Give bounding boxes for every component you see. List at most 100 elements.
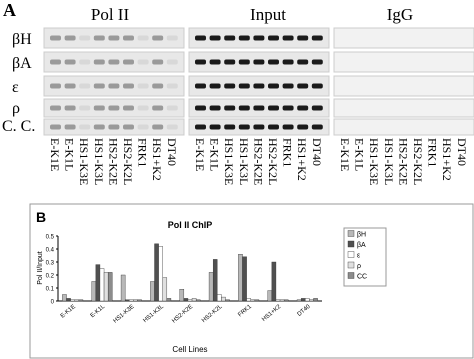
gel-band [253, 35, 265, 41]
legend-swatch [347, 251, 355, 258]
gel-band [311, 83, 323, 89]
chart-title: Pol II ChIP [168, 220, 213, 230]
gel-band [282, 35, 294, 41]
bar [124, 299, 130, 302]
gel-lane-strip [333, 51, 474, 73]
gel-band [311, 35, 323, 41]
gel-band [123, 35, 134, 41]
gel-band [93, 105, 105, 111]
panel-header: Pol II [91, 5, 130, 24]
y-tick-label: 0.3 [46, 261, 55, 267]
lane-label: HS2-K2L [121, 138, 135, 185]
lane-label: HS2-K2L [266, 138, 280, 185]
y-tick-label: 0 [51, 300, 55, 306]
y-tick-label: 0.2 [46, 274, 55, 280]
gel-band [297, 35, 309, 41]
lane-label: HS2-K2E [106, 138, 120, 185]
lane-label: HS1-K3L [382, 138, 396, 185]
gel-band [93, 124, 105, 130]
bar [212, 259, 218, 302]
panel-header: Input [250, 5, 286, 24]
gel-band [123, 83, 134, 89]
gel-band [166, 83, 178, 89]
bar [275, 299, 281, 302]
bar [271, 261, 277, 302]
y-tick-label: 0.5 [46, 235, 55, 241]
bar [91, 281, 97, 302]
gel-band [238, 59, 250, 65]
gel-band [268, 124, 279, 130]
gel-lane-strip [333, 118, 474, 136]
gel-band [238, 124, 250, 130]
gel-band [152, 124, 164, 130]
gel-band [108, 124, 120, 130]
gel-band [195, 35, 206, 41]
gel-band [137, 124, 149, 130]
lane-label: DT40 [455, 138, 469, 166]
gel-band [195, 105, 206, 111]
gel-band [137, 35, 149, 41]
legend-label: βH [357, 232, 366, 239]
gel-band [311, 124, 323, 130]
bar [166, 298, 172, 302]
gel-band [64, 105, 76, 111]
gel-band [50, 83, 61, 89]
lane-label: E-K1E [193, 138, 207, 171]
bar [191, 298, 197, 302]
gel-band [238, 83, 250, 89]
gel-band [108, 105, 120, 111]
lane-label: E-K1L [208, 138, 222, 171]
gel-band [238, 105, 250, 111]
bar [62, 294, 67, 302]
bar [158, 246, 163, 302]
lane-label: HS2-K2L [411, 138, 425, 185]
gel-band [253, 83, 265, 89]
gel-band [268, 59, 279, 65]
gel-band [195, 59, 206, 65]
gel-band [152, 105, 164, 111]
lane-label: HS1+K2 [440, 138, 454, 181]
gel-band [79, 105, 91, 111]
bar [154, 243, 159, 302]
gel-band [79, 124, 91, 130]
bar [179, 289, 185, 302]
gel-band [166, 124, 178, 130]
lane-label: FRK1 [136, 138, 150, 167]
gel-lane-strip [333, 27, 474, 49]
gel-band [137, 83, 149, 89]
panel-b-frame [29, 203, 474, 359]
lane-label: HS1-K3L [237, 138, 251, 185]
legend-label: CC [357, 274, 367, 281]
lane-label: E-K1E [338, 138, 352, 171]
gel-band [79, 35, 91, 41]
gel-band [209, 35, 221, 41]
legend-swatch [347, 240, 355, 248]
bar [195, 299, 201, 302]
bar [120, 274, 126, 302]
gel-band [152, 35, 164, 41]
gel-band [166, 59, 178, 65]
lane-label: HS1-K3E [222, 138, 236, 185]
gel-band [152, 59, 164, 65]
bar [217, 294, 222, 302]
gel-band [166, 105, 178, 111]
gel-band [123, 124, 134, 130]
lane-label: E-K1L [63, 138, 77, 171]
bar [95, 264, 101, 302]
legend-label: βA [357, 242, 366, 249]
gel-band [108, 59, 120, 65]
panel-header: IgG [387, 5, 413, 24]
gel-band [93, 83, 105, 89]
legend-swatch [347, 261, 355, 269]
gel-band [224, 83, 236, 89]
row-label: C. C. [2, 118, 35, 135]
bar [238, 253, 243, 302]
row-label: βH [12, 31, 32, 48]
gel-band [282, 83, 294, 89]
gel-band [123, 105, 134, 111]
lane-label: HS1+K2 [150, 138, 164, 181]
gel-band [311, 105, 323, 111]
gel-band [282, 124, 294, 130]
row-label: ρ [12, 100, 20, 117]
